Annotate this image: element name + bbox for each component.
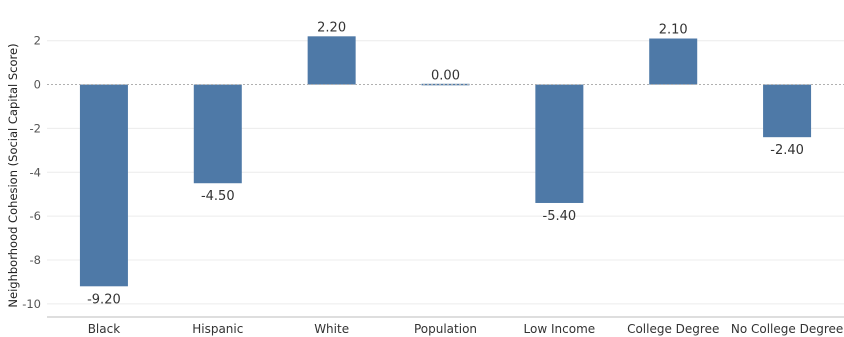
category-label: Hispanic	[192, 322, 243, 336]
data-label: 2.10	[659, 23, 688, 38]
category-label: Low Income	[524, 322, 596, 336]
bar	[307, 36, 356, 85]
data-label: -4.50	[201, 189, 235, 204]
bar	[763, 84, 812, 138]
data-label: -2.40	[770, 143, 804, 158]
category-label: Black	[88, 322, 121, 336]
gridlines	[47, 40, 844, 305]
data-label: -5.40	[543, 209, 577, 224]
y-tick-label: -2	[30, 121, 41, 135]
category-label: No College Degree	[731, 322, 843, 336]
data-label: 2.20	[317, 20, 346, 35]
y-tick-label: -6	[30, 209, 41, 223]
data-labels: -9.20 -4.50 2.20 0.00 -5.40 2.10 -2.40	[87, 20, 804, 307]
bars	[79, 36, 812, 287]
bar	[649, 38, 698, 85]
bar	[535, 84, 584, 203]
category-labels: Black Hispanic White Population Low Income Co…	[88, 322, 844, 336]
category-label: College Degree	[627, 322, 719, 336]
data-label: 0.00	[431, 69, 460, 84]
bar	[79, 84, 128, 287]
y-axis-title: Neighborhood Cohesion (Social Capital Sc…	[6, 43, 20, 307]
y-tick-label: -8	[30, 253, 41, 267]
data-label: -9.20	[87, 292, 121, 307]
y-tick-label: 2	[34, 34, 41, 48]
y-axis-ticks: 2 0 -2 -4 -6 -8 -10	[22, 34, 41, 311]
bar	[421, 83, 470, 86]
category-label: White	[314, 322, 349, 336]
y-tick-label: 0	[34, 78, 41, 92]
y-tick-label: -10	[22, 297, 41, 311]
y-tick-label: -4	[30, 165, 41, 179]
category-label: Population	[414, 322, 477, 336]
bar	[193, 84, 242, 184]
